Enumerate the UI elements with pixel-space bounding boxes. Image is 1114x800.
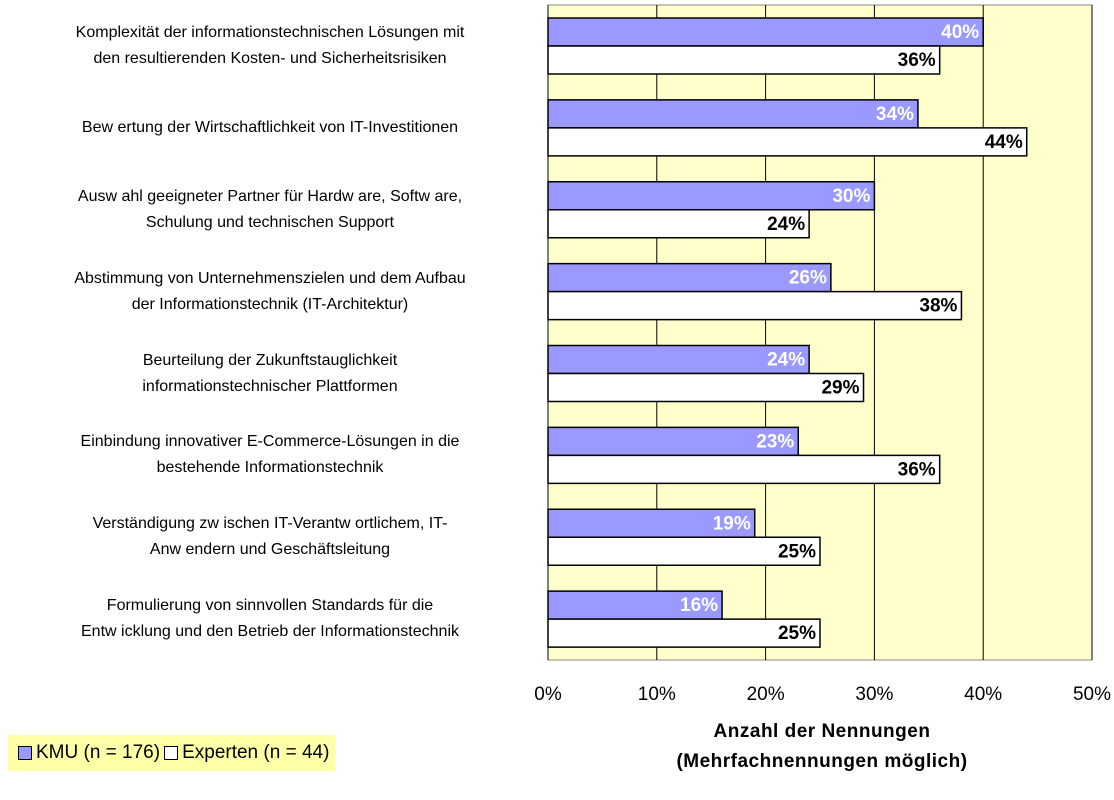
- bar: [547, 45, 941, 75]
- value-label: 16%: [680, 595, 718, 616]
- value-label: 23%: [756, 431, 794, 452]
- value-label: 19%: [713, 513, 751, 534]
- bar: [547, 181, 876, 211]
- x-tick-label: 10%: [638, 684, 676, 705]
- category-label: Einbindung innovativer E-Commerce-Lösung…: [80, 433, 460, 477]
- value-label: 44%: [985, 132, 1023, 153]
- x-axis-title: Anzahl der Nennungen (Mehrfachnennungen …: [676, 721, 968, 772]
- x-tick-label: 50%: [1073, 684, 1111, 705]
- value-label: 30%: [832, 186, 870, 207]
- bar: [547, 372, 865, 403]
- value-label: 38%: [919, 296, 957, 317]
- value-label: 26%: [789, 268, 827, 289]
- value-label: 25%: [778, 623, 816, 644]
- x-tick-label: 20%: [747, 684, 785, 705]
- value-label: 40%: [941, 22, 979, 43]
- category-label: Komplexität der informationstechnischen …: [75, 24, 465, 67]
- legend-label: Experten (n = 44): [182, 742, 330, 763]
- bar: [547, 508, 756, 538]
- bar: [547, 618, 821, 648]
- category-label: Formulierung von sinnvollen Standards fü…: [81, 597, 459, 641]
- value-label: 36%: [898, 50, 936, 71]
- value-label: 29%: [821, 378, 859, 399]
- category-label: Verständigung zw ischen IT-Verantw ortli…: [92, 515, 448, 559]
- category-label: Bew ertung der Wirtschaftlichkeit von IT…: [81, 118, 459, 136]
- bar: [547, 262, 832, 293]
- bar: [547, 209, 810, 239]
- x-tick-label: 40%: [964, 684, 1002, 705]
- x-tick-label: 30%: [855, 684, 893, 705]
- bar: [547, 127, 1028, 157]
- x-tick-label: 0%: [534, 684, 562, 705]
- value-label: 24%: [767, 214, 805, 235]
- value-label: 36%: [898, 459, 936, 480]
- bar: [547, 99, 919, 129]
- category-label: Ausw ahl geeigneter Partner für Hardw ar…: [77, 187, 463, 231]
- category-label: Beurteilung der Zukunftstauglichkeit inf…: [142, 351, 398, 395]
- legend-swatch: [18, 746, 32, 760]
- bar: [547, 17, 984, 47]
- legend-swatch: [164, 746, 179, 760]
- bar: [547, 536, 821, 566]
- value-label: 34%: [876, 104, 914, 125]
- value-label: 24%: [767, 350, 805, 371]
- value-label: 25%: [778, 541, 816, 562]
- bar: [547, 454, 941, 485]
- bar: [547, 426, 799, 457]
- legend: KMU (n = 176) Experten (n = 44): [8, 735, 336, 771]
- bar: [547, 290, 963, 321]
- category-label: Abstimmung von Unternehmenszielen und de…: [74, 269, 466, 313]
- legend-label: KMU (n = 176): [36, 742, 161, 763]
